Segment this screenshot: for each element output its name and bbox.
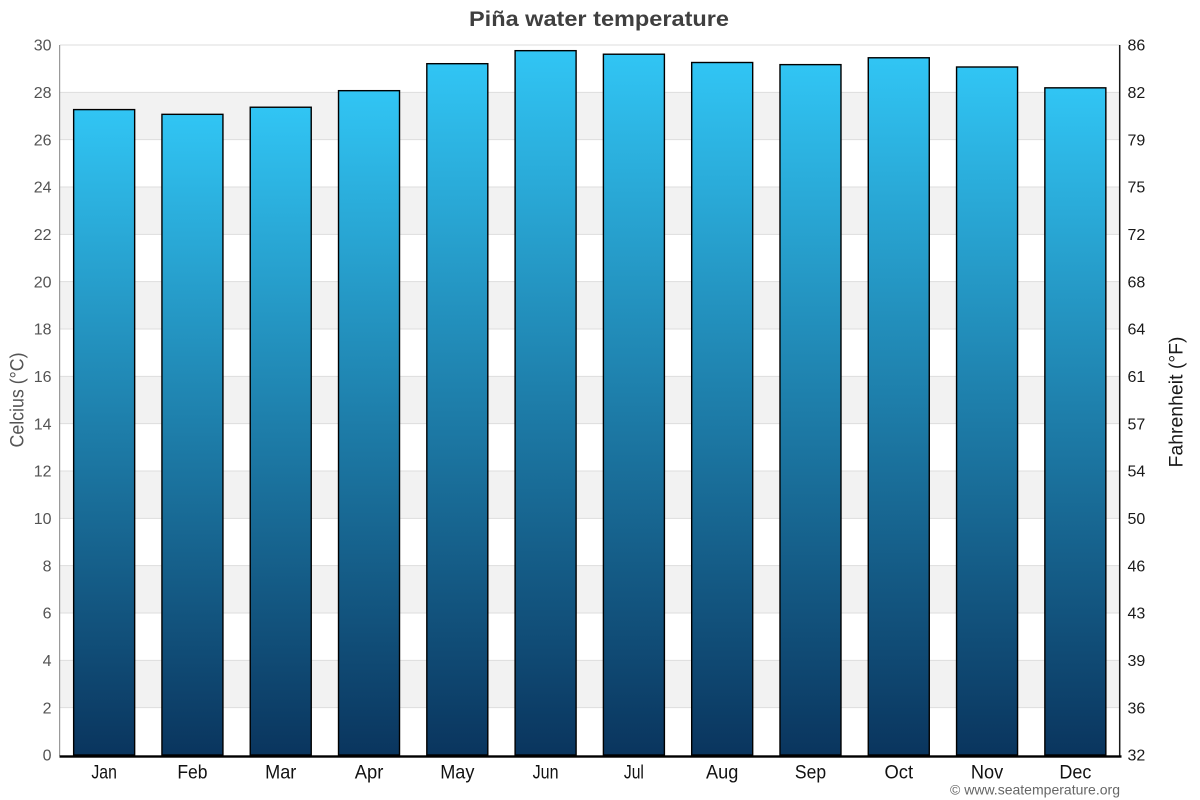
svg-text:39: 39 [1128,653,1146,670]
svg-text:Aug: Aug [706,762,738,784]
svg-text:Apr: Apr [355,762,384,784]
svg-text:8: 8 [43,558,52,575]
svg-text:36: 36 [1128,700,1146,717]
svg-text:10: 10 [34,511,52,528]
svg-text:68: 68 [1128,274,1146,291]
svg-text:75: 75 [1128,180,1146,197]
svg-text:Feb: Feb [177,762,207,784]
svg-text:4: 4 [43,653,52,670]
svg-text:22: 22 [34,227,52,244]
svg-text:Jun: Jun [533,762,559,784]
svg-text:46: 46 [1128,558,1146,575]
svg-text:14: 14 [34,416,52,433]
svg-text:28: 28 [34,85,52,102]
svg-text:24: 24 [34,180,52,197]
svg-text:May: May [440,762,474,784]
svg-text:72: 72 [1128,227,1146,244]
svg-text:Dec: Dec [1059,762,1091,784]
svg-text:26: 26 [34,132,52,149]
svg-text:32: 32 [1128,748,1146,765]
svg-text:20: 20 [34,274,52,291]
svg-text:2: 2 [43,700,52,717]
svg-text:12: 12 [34,464,52,481]
svg-text:61: 61 [1128,369,1146,386]
svg-text:Nov: Nov [971,762,1004,784]
svg-text:0: 0 [43,748,52,765]
svg-text:16: 16 [34,369,52,386]
svg-text:Jan: Jan [91,762,117,784]
svg-text:6: 6 [43,606,52,623]
svg-text:Celcius (°C): Celcius (°C) [8,353,29,448]
svg-text:82: 82 [1128,85,1146,102]
svg-text:43: 43 [1128,606,1146,623]
svg-text:Mar: Mar [265,762,297,784]
svg-text:Jul: Jul [624,762,644,784]
svg-text:50: 50 [1128,511,1146,528]
svg-text:© www.seatemperature.org: © www.seatemperature.org [950,782,1120,797]
svg-text:Piña water temperature: Piña water temperature [469,8,729,31]
svg-text:Sep: Sep [795,762,826,784]
svg-text:Oct: Oct [884,762,913,784]
svg-text:57: 57 [1128,416,1146,433]
svg-text:64: 64 [1128,322,1146,339]
svg-text:54: 54 [1128,464,1146,481]
svg-text:18: 18 [34,322,52,339]
svg-text:86: 86 [1128,38,1146,55]
svg-text:Fahrenheit (°F): Fahrenheit (°F) [1167,337,1188,468]
svg-text:79: 79 [1128,132,1146,149]
svg-text:30: 30 [34,38,52,55]
